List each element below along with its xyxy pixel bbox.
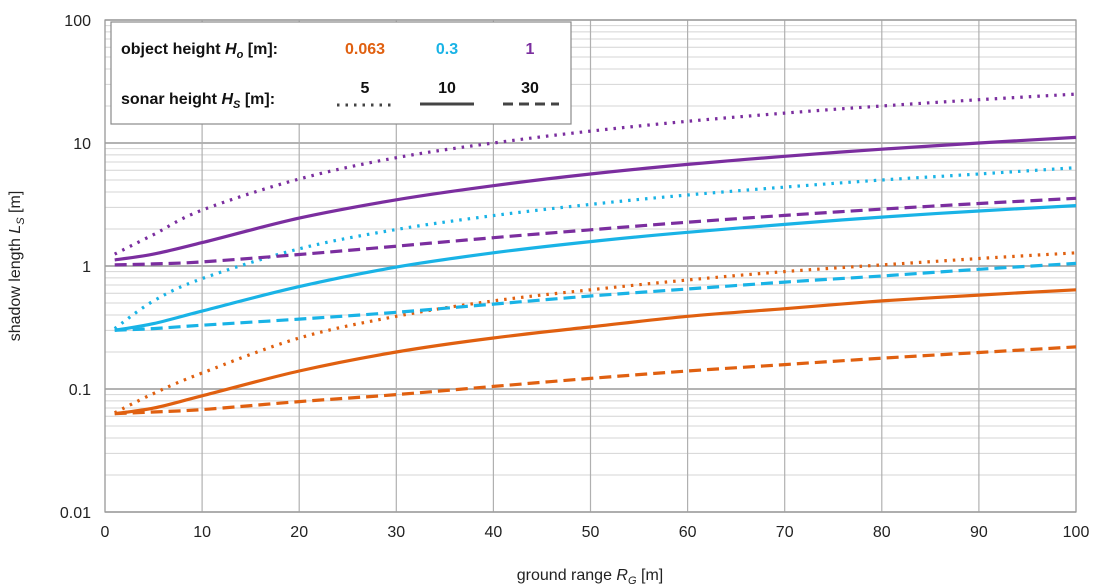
y-tick-label: 0.1 — [69, 382, 91, 399]
y-tick-label: 100 — [64, 13, 91, 30]
legend-object-label: object height Ho [m]: — [121, 41, 278, 61]
grid — [104, 19, 1077, 513]
series-line-h03-s30 — [114, 261, 1077, 332]
x-tick-label: 30 — [387, 524, 405, 541]
legend-sonar-label: sonar height HS [m]: — [121, 91, 275, 111]
plot-border — [104, 19, 1077, 513]
x-tick-label: 90 — [970, 524, 988, 541]
legend-value-1: 1 — [526, 41, 535, 58]
x-tick-label: 40 — [485, 524, 503, 541]
legend-sonar-30: 30 — [521, 80, 539, 97]
x-tick-label: 80 — [873, 524, 891, 541]
legend-sonar-5: 5 — [361, 80, 370, 97]
x-tick-label: 20 — [290, 524, 308, 541]
x-axis-label-text: ground range — [517, 567, 617, 584]
series-line-h1-s10 — [114, 135, 1077, 262]
y-tick-label: 0.01 — [60, 505, 91, 522]
legend: object height Ho [m]: 0.063 0.3 1 sonar … — [110, 21, 572, 125]
x-tick-label: 60 — [679, 524, 697, 541]
x-tick-label: 0 — [101, 524, 110, 541]
legend-sonar-10: 10 — [438, 80, 456, 97]
series-line-h03-s10 — [114, 204, 1077, 332]
x-tick-label: 50 — [582, 524, 600, 541]
y-tick-label: 10 — [73, 136, 91, 153]
legend-box — [110, 21, 572, 125]
legend-value-03: 0.3 — [436, 41, 458, 58]
axes: 0 10 20 30 40 50 60 70 80 90 100 0.01 0.1 1 10 100 — [60, 13, 1090, 541]
series-line-h1-s30 — [114, 196, 1077, 267]
series-line-h1-s5 — [113, 92, 1077, 256]
series-line-h0063-s10 — [114, 288, 1077, 416]
x-axis-label: ground range RG [m] — [517, 567, 663, 584]
series-layer — [113, 92, 1077, 416]
y-axis-label: shadow length LS [m] — [7, 191, 27, 342]
x-tick-label: 70 — [776, 524, 794, 541]
series-line-h0063-s5 — [113, 251, 1077, 415]
y-tick-label: 1 — [82, 259, 91, 276]
x-tick-label: 10 — [193, 524, 211, 541]
x-tick-label: 100 — [1063, 524, 1090, 541]
legend-value-0063: 0.063 — [345, 41, 385, 58]
series-line-h0063-s30 — [114, 345, 1077, 416]
